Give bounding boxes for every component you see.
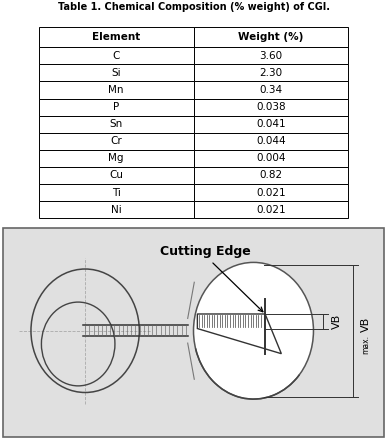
Bar xyxy=(194,27,348,47)
Text: 0.004: 0.004 xyxy=(256,153,286,163)
Text: Sn: Sn xyxy=(110,119,123,129)
Text: Weight (%): Weight (%) xyxy=(238,32,303,42)
Text: Cutting Edge: Cutting Edge xyxy=(160,245,250,258)
Bar xyxy=(194,98,348,116)
Text: 0.82: 0.82 xyxy=(259,170,283,180)
Bar xyxy=(39,47,194,64)
Bar xyxy=(39,98,194,116)
Text: 0.041: 0.041 xyxy=(256,119,286,129)
Bar xyxy=(194,150,348,167)
Text: Mg: Mg xyxy=(108,153,124,163)
Bar xyxy=(194,133,348,150)
Text: 0.044: 0.044 xyxy=(256,136,286,146)
Bar xyxy=(194,64,348,82)
Text: 2.30: 2.30 xyxy=(259,68,283,78)
Bar xyxy=(39,82,194,98)
Polygon shape xyxy=(197,314,281,354)
Text: Cr: Cr xyxy=(110,136,122,146)
Text: P: P xyxy=(113,102,119,112)
Text: 3.60: 3.60 xyxy=(259,51,283,61)
Bar xyxy=(39,133,194,150)
Text: 0.021: 0.021 xyxy=(256,205,286,215)
Bar xyxy=(194,82,348,98)
Bar xyxy=(194,116,348,133)
Text: C: C xyxy=(112,51,120,61)
Text: VB: VB xyxy=(361,317,371,332)
Bar xyxy=(194,47,348,64)
Text: VB: VB xyxy=(332,314,342,329)
Bar xyxy=(39,150,194,167)
Text: Ti: Ti xyxy=(112,187,120,198)
Text: Cu: Cu xyxy=(109,170,123,180)
Text: Ni: Ni xyxy=(111,205,122,215)
Text: max.: max. xyxy=(361,335,370,355)
Text: Si: Si xyxy=(111,68,121,78)
Text: Table 1. Chemical Composition (% weight) of CGI.: Table 1. Chemical Composition (% weight)… xyxy=(58,2,329,12)
Text: Element: Element xyxy=(92,32,140,42)
Text: 0.038: 0.038 xyxy=(256,102,286,112)
Bar xyxy=(39,201,194,218)
Bar xyxy=(39,116,194,133)
Bar xyxy=(39,27,194,47)
Bar xyxy=(39,64,194,82)
Bar xyxy=(194,201,348,218)
Bar xyxy=(39,167,194,184)
Bar xyxy=(194,167,348,184)
Text: 0.021: 0.021 xyxy=(256,187,286,198)
Text: Mn: Mn xyxy=(108,85,124,95)
Bar xyxy=(194,184,348,201)
Circle shape xyxy=(194,262,313,399)
Bar xyxy=(39,184,194,201)
Text: 0.34: 0.34 xyxy=(259,85,283,95)
